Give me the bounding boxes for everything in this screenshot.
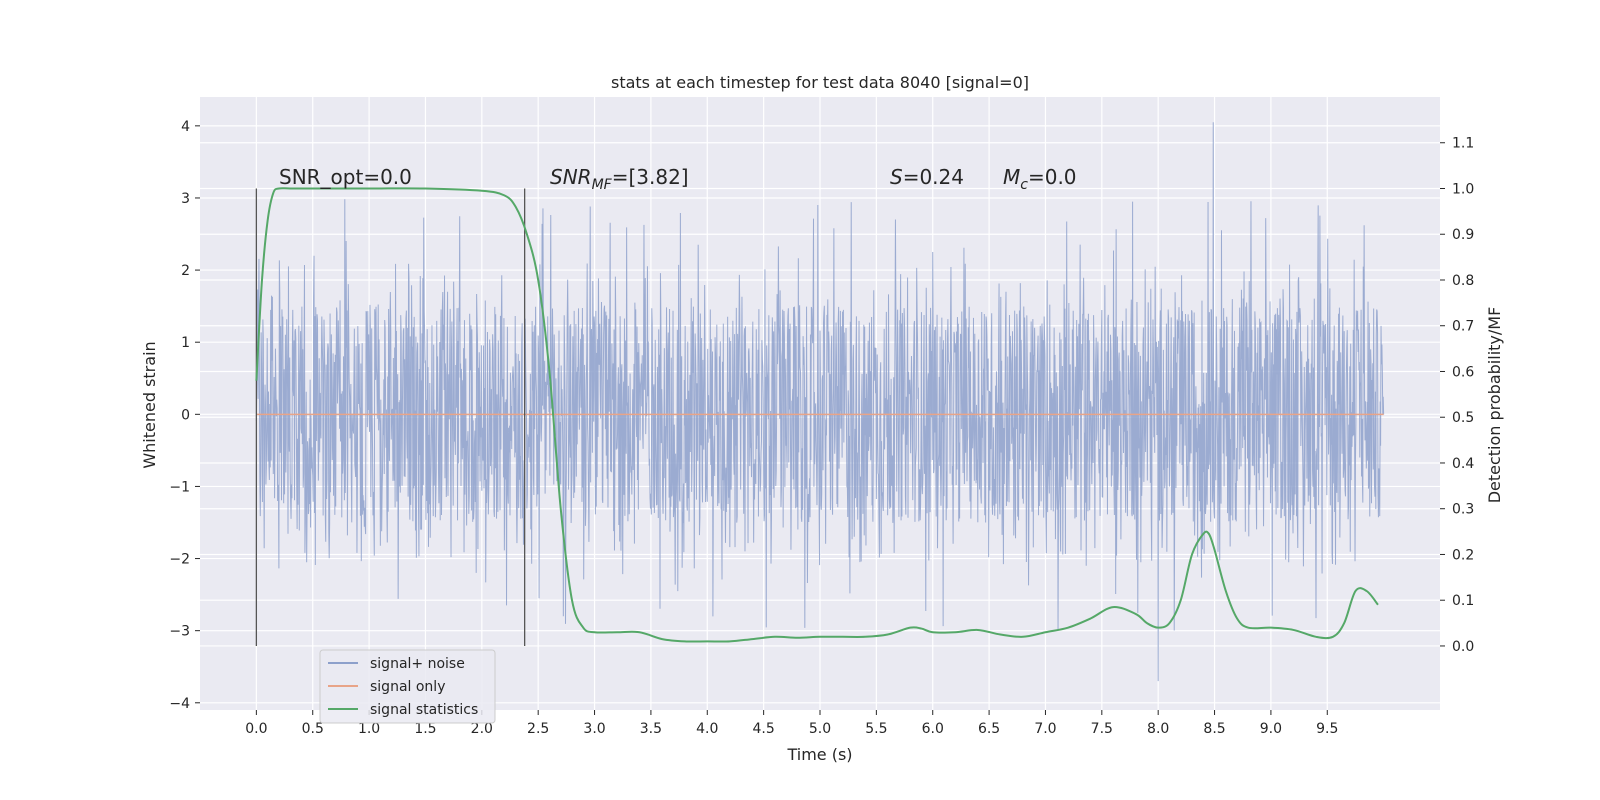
series-signal-noise-line: [255, 122, 1385, 682]
y-tick-label: 3: [181, 191, 190, 207]
annotation-mc-sub: c: [1020, 177, 1028, 193]
legend-label-signal-noise: signal+ noise: [370, 656, 465, 672]
x-tick-label: 5.5: [865, 721, 887, 737]
y-axis-label: Whitened strain: [140, 341, 159, 468]
y-axis-ticks: 4 3 2 1 0 −1 −2 −3 −4: [169, 119, 200, 712]
legend: signal+ noise signal only signal statist…: [319, 649, 496, 724]
y2-tick-label: 0.8: [1452, 273, 1474, 289]
x-tick-label: 4.5: [753, 721, 775, 737]
y2-tick-label: 0.4: [1452, 456, 1474, 472]
annotation-mc: Mc=0.0: [1003, 165, 1077, 193]
y2-axis-label: Detection probability/MF: [1485, 307, 1504, 504]
annotation-s: S=0.24: [890, 165, 964, 189]
legend-label-signal-only: signal only: [370, 679, 445, 695]
x-tick-label: 3.0: [583, 721, 605, 737]
x-tick-label: 5.0: [809, 721, 831, 737]
x-tick-label: 4.0: [696, 721, 718, 737]
x-tick-label: 7.0: [1034, 721, 1056, 737]
y2-tick-label: 0.0: [1452, 639, 1474, 655]
plot-content: [255, 122, 1385, 682]
y2-tick-label: 0.5: [1452, 410, 1474, 426]
chart-title: stats at each timestep for test data 804…: [611, 73, 1029, 92]
x-tick-label: 1.5: [414, 721, 436, 737]
x-tick-label: 3.5: [640, 721, 662, 737]
x-axis-ticks: 0.0 0.5 1.0 1.5 2.0 2.5 3.0 3.5 4.0 4.5 5.0 5.5 6.0 6…: [245, 710, 1338, 737]
y-tick-label: −4: [169, 696, 190, 712]
x-tick-label: 9.5: [1316, 721, 1338, 737]
y2-tick-label: 1.1: [1452, 136, 1474, 152]
y2-tick-label: 0.7: [1452, 319, 1474, 335]
y2-tick-label: 0.3: [1452, 502, 1474, 518]
y2-tick-label: 1.0: [1452, 181, 1474, 197]
y-tick-label: 0: [181, 407, 190, 423]
x-tick-label: 8.0: [1147, 721, 1169, 737]
annotation-snr-mf-main: SNR: [550, 165, 592, 189]
annotation-s-label: S: [890, 165, 903, 189]
annotation-snr-mf-sub: MF: [592, 177, 613, 193]
annotation-mc-value: =0.0: [1028, 165, 1077, 189]
y2-axis-ticks: 1.1 1.0 0.9 0.8 0.7 0.6 0.5 0.4 0.3 0.2 0.1 0.0: [1440, 136, 1474, 655]
x-tick-label: 1.0: [358, 721, 380, 737]
x-tick-label: 0.5: [302, 721, 324, 737]
series-signal-statistics-line: [255, 187, 1379, 643]
x-tick-label: 9.0: [1260, 721, 1282, 737]
x-tick-label: 7.5: [1091, 721, 1113, 737]
y-tick-label: −1: [169, 479, 190, 495]
legend-box: [319, 649, 496, 724]
y2-tick-label: 0.2: [1452, 547, 1474, 563]
y-tick-label: 1: [181, 335, 190, 351]
x-tick-label: 2.0: [471, 721, 493, 737]
x-tick-label: 6.0: [922, 721, 944, 737]
x-tick-label: 2.5: [527, 721, 549, 737]
annotation-mc-label: M: [1003, 165, 1020, 189]
y-tick-label: 2: [181, 263, 190, 279]
annotation-snr-mf: SNRMF=[3.82]: [550, 165, 689, 193]
annotation-s-value: =0.24: [903, 165, 964, 189]
legend-label-signal-statistics: signal statistics: [370, 702, 478, 718]
annotation-snr-opt: SNR_opt=0.0: [279, 165, 412, 189]
y-tick-label: 4: [181, 119, 190, 135]
y2-tick-label: 0.9: [1452, 227, 1474, 243]
y-tick-label: −3: [169, 624, 190, 640]
y2-tick-label: 0.6: [1452, 364, 1474, 380]
x-tick-label: 8.5: [1203, 721, 1225, 737]
y-tick-label: −2: [169, 552, 190, 568]
y2-tick-label: 0.1: [1452, 593, 1474, 609]
x-axis-label: Time (s): [786, 745, 852, 764]
annotation-snr-mf-value: =[3.82]: [612, 165, 689, 189]
x-tick-label: 0.0: [245, 721, 267, 737]
x-tick-label: 6.5: [978, 721, 1000, 737]
